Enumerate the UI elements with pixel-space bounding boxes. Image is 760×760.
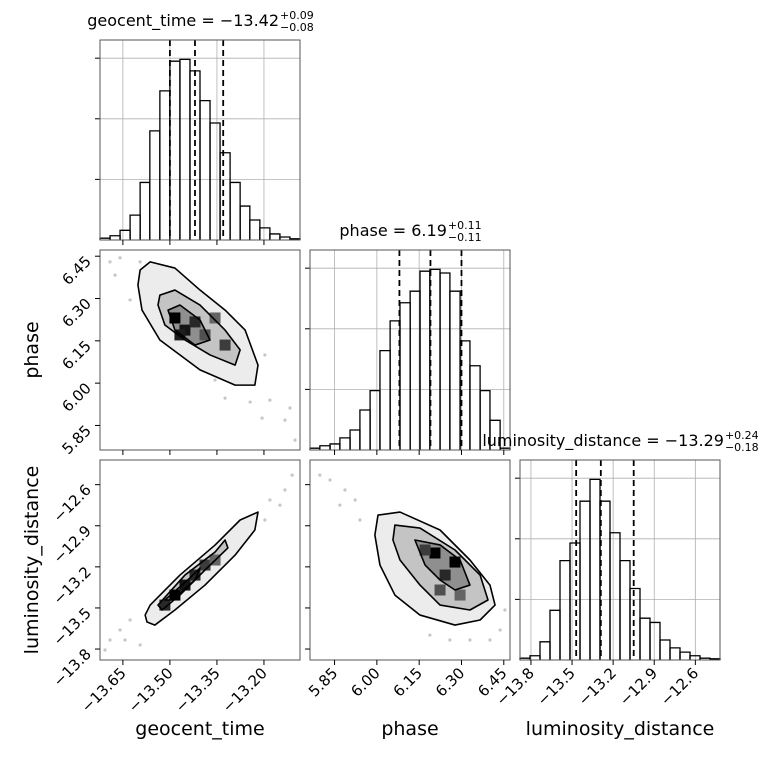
y-axis-label: phase bbox=[21, 321, 43, 378]
sample-point bbox=[103, 648, 107, 652]
panel-frame bbox=[519, 459, 721, 661]
density-cell bbox=[419, 544, 431, 556]
sample-point bbox=[428, 633, 432, 637]
sample-point bbox=[468, 638, 472, 642]
density-cell bbox=[429, 547, 441, 559]
sample-point bbox=[498, 628, 502, 632]
panel-frame bbox=[309, 459, 511, 661]
density-cell bbox=[454, 589, 466, 601]
title-upper: +0.24 bbox=[725, 429, 759, 442]
sample-point bbox=[268, 398, 272, 402]
panel-frame bbox=[99, 459, 301, 661]
sample-point bbox=[448, 638, 452, 642]
density-cell bbox=[439, 569, 451, 581]
density-cell bbox=[169, 589, 181, 601]
contour-line bbox=[157, 289, 241, 366]
sample-point bbox=[318, 473, 322, 477]
density-cell bbox=[169, 312, 181, 324]
sample-point bbox=[248, 400, 252, 404]
sample-point bbox=[113, 273, 117, 277]
sample-point bbox=[290, 473, 294, 477]
sample-point bbox=[268, 498, 272, 502]
sample-point bbox=[118, 256, 122, 260]
contour-line bbox=[164, 567, 201, 601]
contour-line bbox=[167, 304, 211, 346]
sample-point bbox=[123, 638, 127, 642]
sample-point bbox=[278, 503, 282, 507]
density-cell bbox=[199, 559, 211, 571]
panel-title: phase = 6.19 bbox=[339, 221, 446, 240]
sample-point bbox=[128, 618, 132, 622]
contour-line bbox=[144, 511, 259, 626]
contour-line bbox=[374, 511, 496, 626]
panel-frame bbox=[99, 249, 301, 451]
density-cell bbox=[189, 569, 201, 581]
y-axis-label: luminosity_distance bbox=[21, 466, 43, 655]
sample-point bbox=[213, 378, 217, 382]
density-cell bbox=[199, 329, 211, 341]
x-axis-label: geocent_time bbox=[135, 718, 264, 740]
panel-frame bbox=[99, 39, 301, 241]
sample-point bbox=[283, 418, 287, 422]
title-upper: +0.09 bbox=[280, 9, 314, 22]
sample-point bbox=[263, 518, 267, 522]
sample-point bbox=[288, 406, 292, 410]
sample-point bbox=[488, 638, 492, 642]
density-cell bbox=[219, 339, 231, 351]
sample-point bbox=[138, 260, 142, 264]
sample-point bbox=[338, 503, 342, 507]
sample-point bbox=[138, 643, 142, 647]
density-cell bbox=[174, 329, 186, 341]
panel-title: geocent_time = −13.42 bbox=[87, 11, 279, 31]
density-cell bbox=[449, 556, 461, 568]
sample-point bbox=[283, 488, 287, 492]
title-lower: −0.11 bbox=[448, 231, 482, 244]
density-cell bbox=[189, 316, 201, 328]
contour-line bbox=[392, 524, 489, 611]
sample-point bbox=[503, 608, 507, 612]
sample-point bbox=[108, 260, 112, 264]
sample-point bbox=[328, 478, 332, 482]
sample-point bbox=[293, 438, 297, 442]
density-cell bbox=[179, 579, 191, 591]
panel-title: luminosity_distance = −13.29 bbox=[482, 431, 724, 451]
density-cell bbox=[434, 584, 446, 596]
sample-point bbox=[353, 498, 357, 502]
sample-point bbox=[128, 298, 132, 302]
contour-line bbox=[414, 539, 471, 591]
histogram-bin bbox=[489, 419, 501, 450]
density-cell bbox=[159, 599, 171, 611]
sample-point bbox=[358, 518, 362, 522]
panel-frame bbox=[309, 249, 511, 451]
sample-point bbox=[260, 416, 264, 420]
title-upper: +0.11 bbox=[448, 219, 482, 232]
sample-point bbox=[263, 353, 267, 357]
sample-point bbox=[118, 628, 122, 632]
sample-point bbox=[223, 396, 227, 400]
title-lower: −0.18 bbox=[725, 441, 759, 454]
x-axis-label: luminosity_distance bbox=[526, 718, 715, 740]
contour-line bbox=[157, 539, 229, 611]
sample-point bbox=[108, 638, 112, 642]
density-cell bbox=[209, 312, 221, 324]
sample-point bbox=[343, 488, 347, 492]
x-axis-label: phase bbox=[381, 718, 438, 740]
title-lower: −0.08 bbox=[280, 21, 314, 34]
contour-line bbox=[137, 261, 259, 386]
